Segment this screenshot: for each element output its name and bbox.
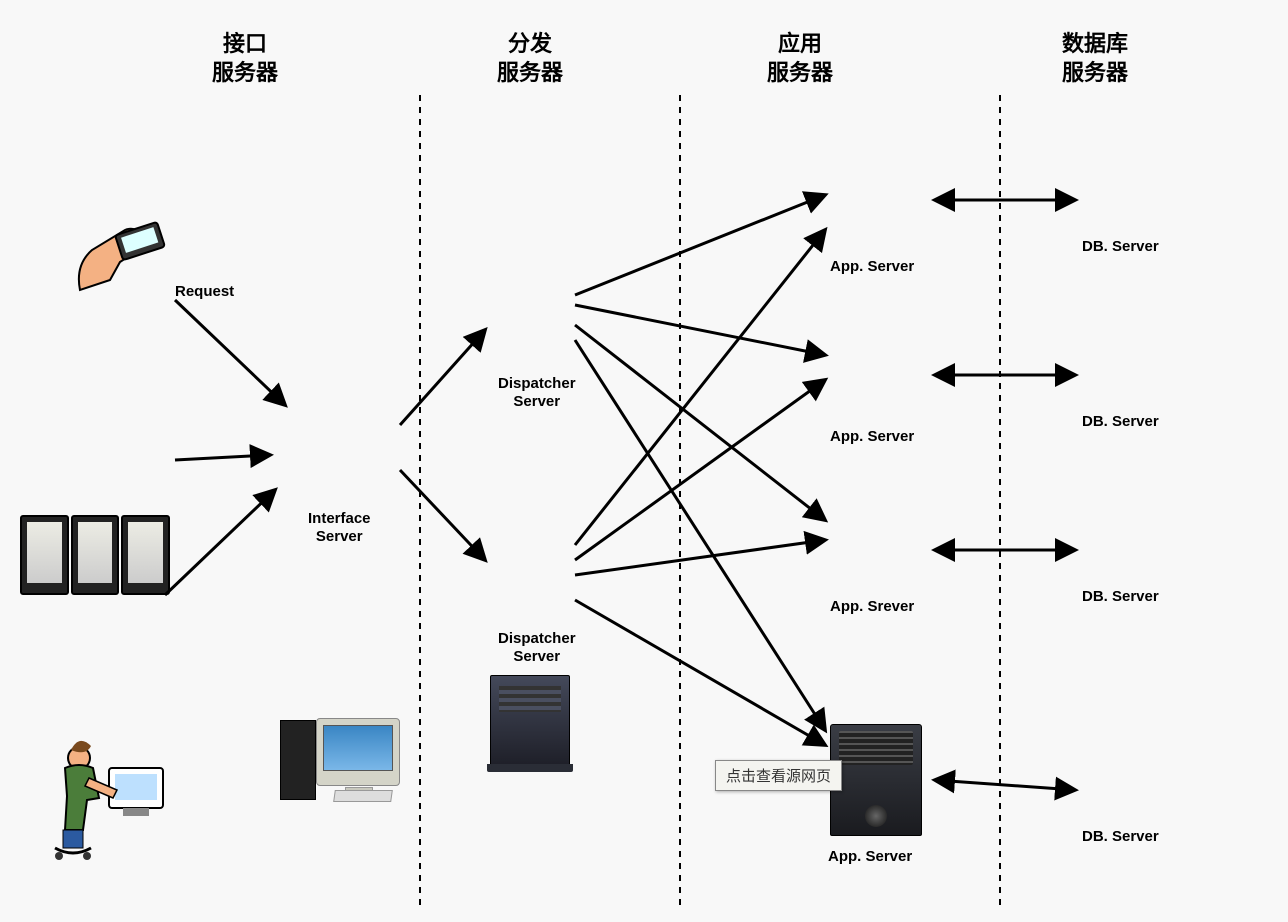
connections-overlay	[0, 0, 1288, 922]
desktop-user-icon	[45, 730, 175, 860]
app-server-2-label: App. Server	[830, 428, 914, 446]
request-label: Request	[175, 283, 234, 301]
dispatcher-server-1-label: DispatcherServer	[498, 375, 576, 411]
dispatcher-server-2-label: DispatcherServer	[498, 630, 576, 666]
db-server-1-label: DB. Server	[1082, 238, 1159, 256]
dispatcher-server-1-icon	[490, 675, 570, 767]
tablet-clients-icon	[20, 515, 170, 595]
db-server-4-label: DB. Server	[1082, 828, 1159, 846]
app-server-1-label: App. Server	[830, 258, 914, 276]
interface-server-label: InterfaceServer	[308, 510, 371, 546]
app-server-1-icon	[830, 724, 922, 836]
db-server-3-label: DB. Server	[1082, 588, 1159, 606]
interface-server-icon	[280, 700, 400, 800]
app-server-4-label: App. Server	[828, 848, 912, 866]
col-header-dispatch: 分发服务器	[450, 30, 610, 87]
source-link-tooltip[interactable]: 点击查看源网页	[715, 760, 842, 791]
mobile-client-icon	[70, 220, 180, 310]
col-header-app: 应用服务器	[720, 30, 880, 87]
col-header-db: 数据库服务器	[1015, 30, 1175, 87]
diagram-stage: { "type": "network", "background_color":…	[0, 0, 1288, 922]
app-server-3-label: App. Srever	[830, 598, 914, 616]
db-server-2-label: DB. Server	[1082, 413, 1159, 431]
col-header-interface: 接口服务器	[165, 30, 325, 87]
